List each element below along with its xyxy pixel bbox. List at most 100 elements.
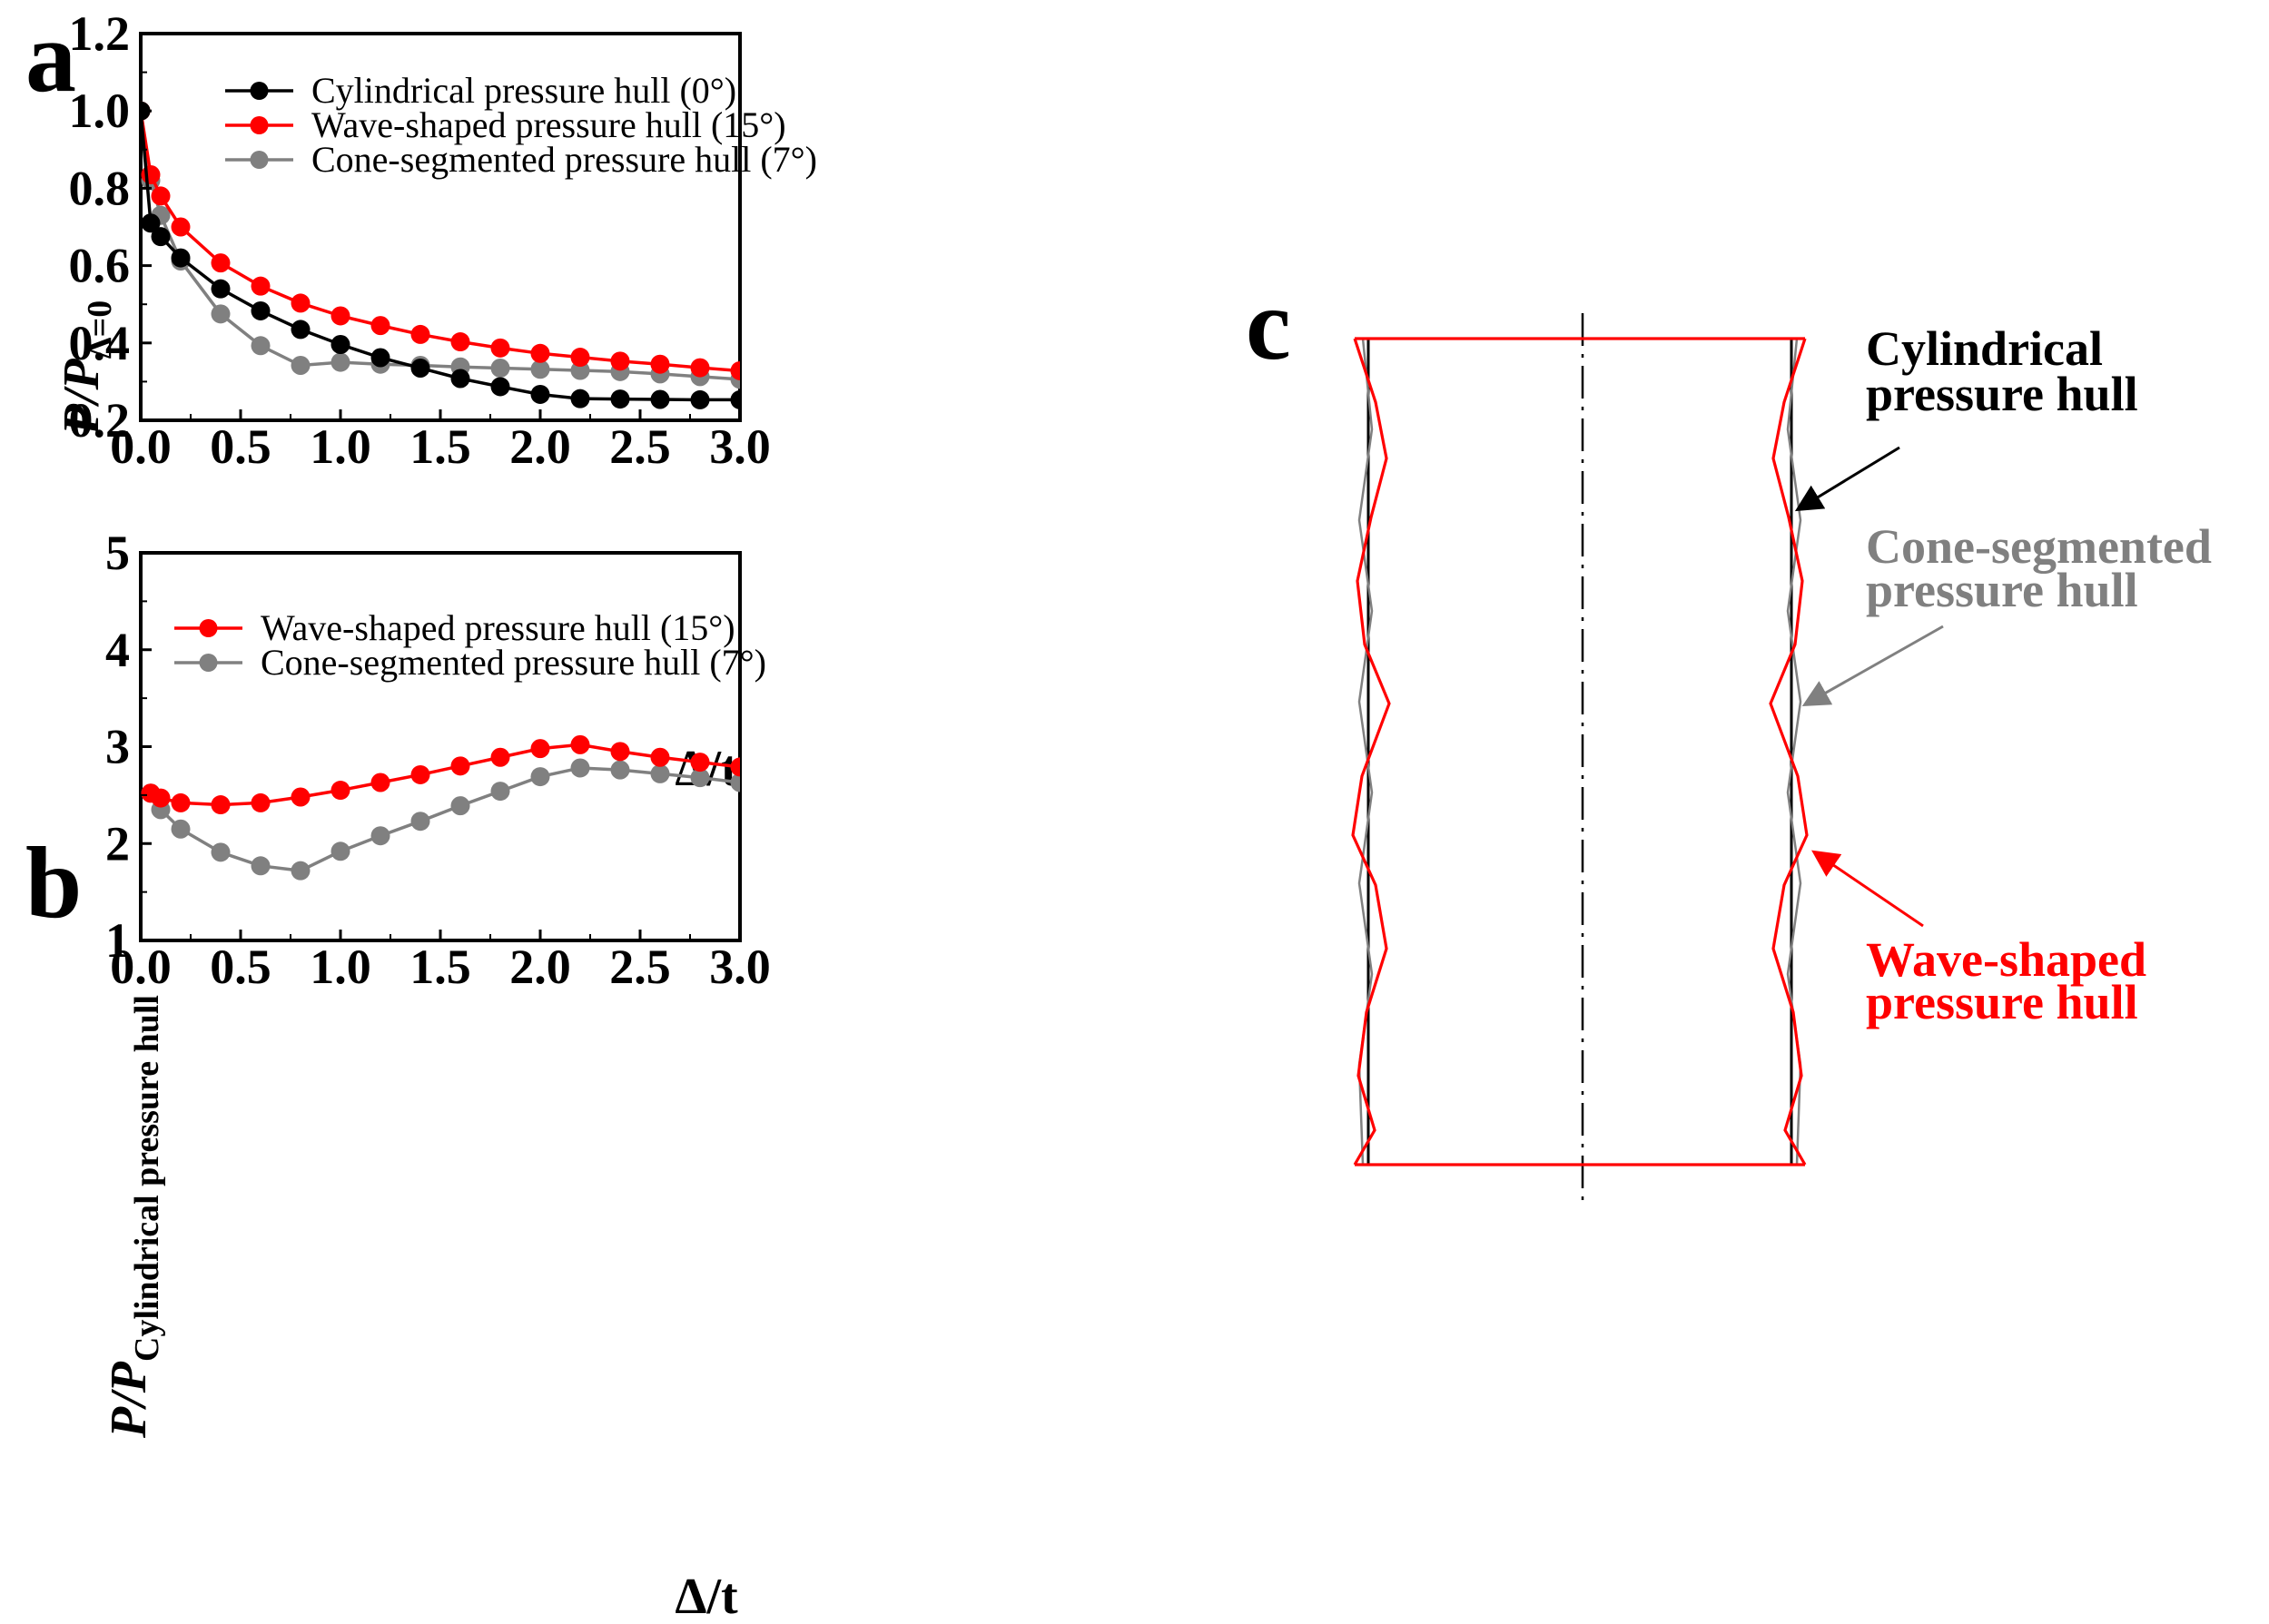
svg-text:P/PCylindrical pressure hull: P/PCylindrical pressure hull xyxy=(101,995,166,1439)
x-tick-label: 2.5 xyxy=(609,419,671,474)
data-point xyxy=(291,787,311,807)
chart-a-ylabel-sub: Δ=0 xyxy=(81,300,119,359)
legend-item: Cone-segmented pressure hull (7°) xyxy=(225,139,817,180)
x-tick-label: 0.5 xyxy=(210,419,271,474)
cylindrical-arrow xyxy=(1794,446,1900,512)
data-point xyxy=(690,768,710,788)
data-point xyxy=(211,842,231,862)
legend-label: Wave-shaped pressure hull (15°) xyxy=(261,607,735,648)
data-point xyxy=(410,812,430,832)
x-tick-label: 0.0 xyxy=(110,940,172,994)
legend-label: Cylindrical pressure hull (0°) xyxy=(311,70,736,111)
x-tick-label: 0.5 xyxy=(210,940,271,994)
data-point xyxy=(370,773,390,792)
chart-a-marks xyxy=(141,101,740,409)
panel-letter-a: a xyxy=(25,1,76,113)
chart-b-xlabel: Δ/t xyxy=(675,1569,738,1624)
data-point xyxy=(251,792,271,812)
y-tick-label: 0.2 xyxy=(69,393,131,448)
data-point xyxy=(251,300,271,320)
legend-item: Wave-shaped pressure hull (15°) xyxy=(225,104,786,145)
cone-segmented-label: Cone-segmented pressure hull xyxy=(1866,519,2224,617)
legend-item: Cone-segmented pressure hull (7°) xyxy=(174,642,766,683)
data-point xyxy=(490,338,510,358)
data-point xyxy=(730,389,740,409)
chart-b-ylabel-sub: Cylindrical pressure hull xyxy=(128,995,166,1362)
data-point xyxy=(570,389,590,408)
y-tick-label: 4 xyxy=(105,623,130,677)
series-wave-shaped-pressure-hull-15 xyxy=(141,734,740,815)
data-point xyxy=(610,389,630,409)
data-point xyxy=(330,335,350,355)
y-tick-label: 1.2 xyxy=(69,6,131,61)
data-point xyxy=(370,316,390,336)
x-tick-label: 1.0 xyxy=(310,940,371,994)
data-point xyxy=(410,764,430,784)
data-point xyxy=(171,248,191,268)
cone-arrow xyxy=(1801,625,1944,706)
x-tick-label: 1.5 xyxy=(409,940,471,994)
legend-label: Cone-segmented pressure hull (7°) xyxy=(261,642,766,683)
data-point xyxy=(570,758,590,778)
data-point xyxy=(291,861,311,881)
x-tick-label: 2.5 xyxy=(609,940,671,994)
chart-a: 0.0 0.5 1.0 1.5 2.0 2.5 3.00.20.40.60.81.01.2 … xyxy=(54,6,817,797)
series-line xyxy=(149,766,740,872)
data-point xyxy=(650,763,670,783)
data-point xyxy=(490,358,510,378)
data-point xyxy=(151,227,171,247)
data-point xyxy=(291,293,311,313)
legend-marker xyxy=(250,116,269,134)
data-point xyxy=(690,358,710,378)
data-point xyxy=(530,767,550,787)
chart-b-ylabel-main: P/P xyxy=(101,1361,157,1439)
x-tick-label: 1.5 xyxy=(409,419,471,474)
data-point xyxy=(151,186,171,206)
chart-b: 0.0 0.5 1.0 1.5 2.0 2.5 3.0 1 2 3 4 5 Δ/t P/PCylind… xyxy=(101,526,771,1624)
panel-letter-b: b xyxy=(25,827,82,940)
data-point xyxy=(330,352,350,372)
data-point xyxy=(151,788,171,808)
hull-schematic: Cylindrical pressure hull Cone-segmented… xyxy=(1351,313,2224,1203)
data-point xyxy=(211,304,231,324)
data-point xyxy=(570,734,590,754)
x-tick-label: 2.0 xyxy=(509,419,571,474)
y-tick-label: 1.0 xyxy=(69,84,131,138)
x-tick-label: 3.0 xyxy=(709,940,771,994)
data-point xyxy=(171,217,191,237)
series-cone-segmented-pressure-hull-7 xyxy=(141,758,740,881)
chart-b-ticks: 0.0 0.5 1.0 1.5 2.0 2.5 3.0 1 2 3 4 5 xyxy=(105,526,771,994)
chart-a-ylabel: P/PΔ=0 xyxy=(54,300,119,436)
legend-marker xyxy=(250,82,269,100)
data-point xyxy=(690,389,710,409)
data-point xyxy=(650,389,670,409)
data-point xyxy=(410,358,430,378)
y-tick-label: 3 xyxy=(105,720,130,774)
legend-marker xyxy=(199,619,218,637)
x-tick-label: 2.0 xyxy=(509,940,571,994)
data-point xyxy=(610,760,630,780)
data-point xyxy=(730,757,740,777)
y-tick-label: 0.6 xyxy=(69,239,131,293)
chart-b-ylabel: P/PCylindrical pressure hull xyxy=(101,995,166,1439)
data-point xyxy=(570,360,590,380)
wave-right-wall xyxy=(1769,338,1809,1166)
data-point xyxy=(730,360,740,380)
x-tick-label: 3.0 xyxy=(709,419,771,474)
data-point xyxy=(450,332,470,352)
data-point xyxy=(251,856,271,876)
data-point xyxy=(330,842,350,861)
data-point xyxy=(650,354,670,374)
data-point xyxy=(330,306,350,326)
panel-letter-c: c xyxy=(1246,269,1291,381)
legend-label: Wave-shaped pressure hull (15°) xyxy=(311,104,786,145)
legend-marker xyxy=(199,654,218,672)
data-point xyxy=(251,276,271,296)
chart-a-legend: Cylindrical pressure hull (0°)Wave-shape… xyxy=(225,70,817,180)
y-tick-label: 1 xyxy=(105,913,130,968)
wave-left-wall xyxy=(1351,338,1391,1166)
chart-b-marks xyxy=(141,734,740,881)
data-point xyxy=(650,747,670,767)
data-point xyxy=(251,336,271,356)
